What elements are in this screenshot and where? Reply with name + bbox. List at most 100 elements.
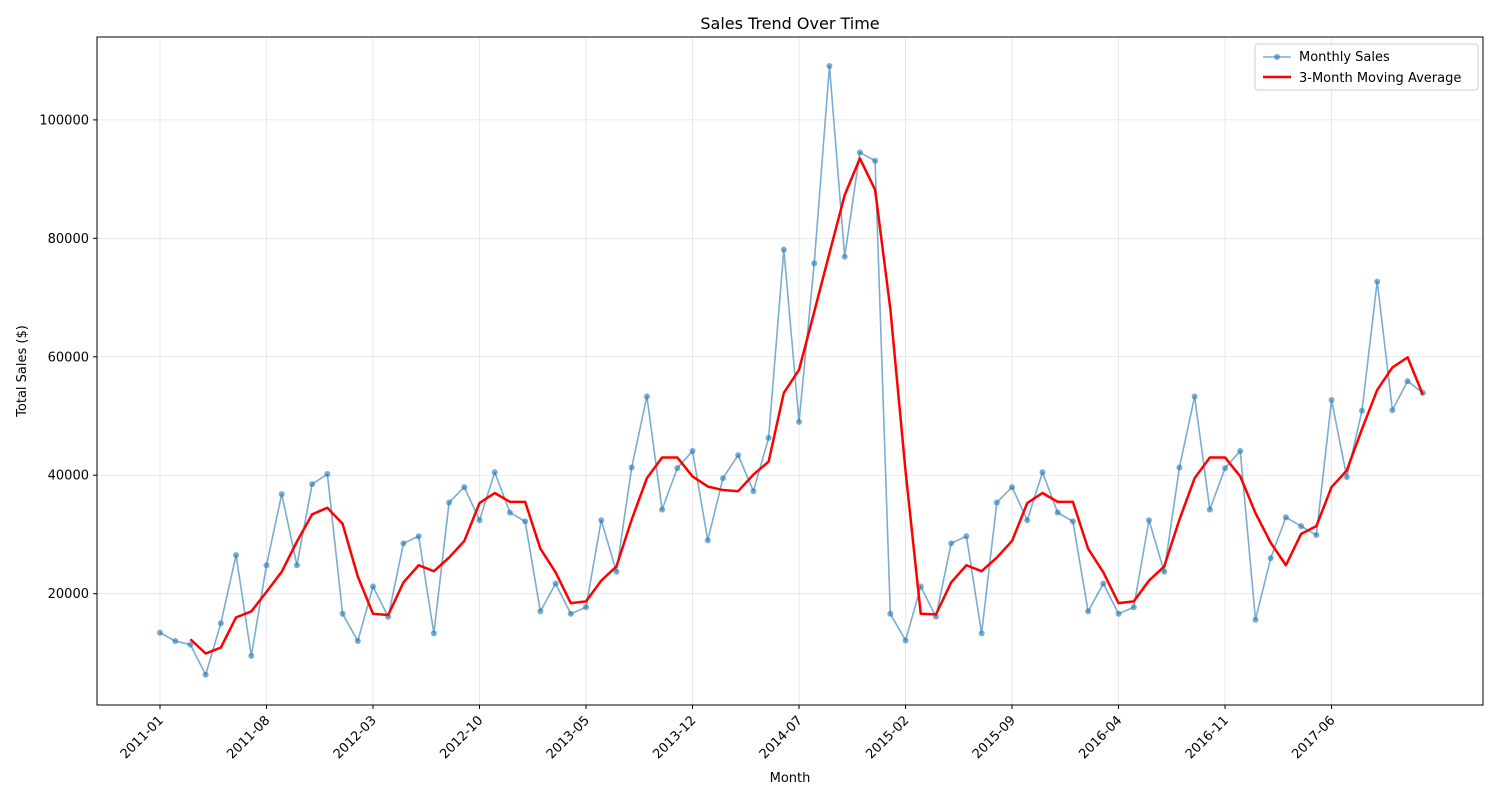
monthly-sales-point [324, 471, 331, 478]
moving-average-line [189, 157, 1425, 655]
monthly-sales-point [1145, 517, 1152, 524]
monthly-sales-point [537, 608, 544, 615]
monthly-sales-point [522, 518, 529, 525]
monthly-sales-point [628, 464, 635, 471]
monthly-sales-point [187, 641, 194, 648]
monthly-sales-point [1161, 568, 1168, 575]
monthly-sales-point [1039, 469, 1046, 476]
monthly-sales-point [613, 568, 620, 575]
monthly-sales-point [1298, 523, 1305, 530]
monthly-sales-point [1374, 278, 1381, 285]
monthly-sales-point [1009, 484, 1016, 491]
monthly-sales-point [1054, 509, 1061, 516]
monthly-sales-point [583, 604, 590, 611]
y-tick-label: 80000 [48, 232, 89, 247]
y-tick-label: 60000 [48, 350, 89, 365]
legend-moving-average-label: 3-Month Moving Average [1299, 71, 1461, 86]
monthly-sales-point [567, 610, 574, 617]
monthly-sales-point [1206, 506, 1213, 513]
legend: Monthly Sales 3-Month Moving Average [1254, 43, 1479, 91]
monthly-sales-point [415, 533, 422, 540]
monthly-sales-point [430, 630, 437, 637]
monthly-sales-point [872, 157, 879, 164]
monthly-sales-point [856, 149, 863, 156]
monthly-sales-point [202, 671, 209, 678]
y-tick-label: 20000 [48, 587, 89, 602]
monthly-sales-point [1313, 532, 1320, 539]
monthly-sales-point [811, 260, 818, 267]
y-tick-label: 100000 [39, 113, 89, 128]
monthly-sales-point [993, 499, 1000, 506]
monthly-sales-point [1085, 608, 1092, 615]
monthly-sales-point [248, 652, 255, 659]
monthly-sales-point [552, 580, 559, 587]
monthly-sales-line [159, 65, 1424, 676]
monthly-sales-point [461, 484, 468, 491]
monthly-sales-point [948, 540, 955, 547]
legend-sales-label: Monthly Sales [1299, 50, 1390, 65]
monthly-sales-point [1100, 580, 1107, 587]
monthly-sales-point [796, 418, 803, 425]
monthly-sales-point [491, 469, 498, 476]
x-axis-label: Month [770, 771, 811, 786]
monthly-sales-point [978, 630, 985, 637]
monthly-sales-point [1069, 518, 1076, 525]
monthly-sales-point [598, 517, 605, 524]
monthly-sales-point [293, 562, 300, 569]
monthly-sales-point [217, 620, 224, 627]
monthly-sales-point [1358, 407, 1365, 414]
monthly-sales-point [476, 517, 483, 524]
monthly-sales-point [309, 481, 316, 488]
monthly-sales-point [1176, 464, 1183, 471]
monthly-sales-point [1282, 514, 1289, 521]
monthly-sales-point [339, 610, 346, 617]
monthly-sales-point [1328, 397, 1335, 404]
monthly-sales-point [1024, 517, 1031, 524]
monthly-sales-point [826, 63, 833, 70]
monthly-sales-point [689, 447, 696, 454]
y-axis-label: Total Sales ($) [15, 325, 30, 418]
monthly-sales-point [719, 475, 726, 482]
monthly-sales-point [370, 583, 377, 590]
monthly-sales-point [157, 629, 163, 636]
monthly-sales-point [278, 491, 285, 498]
chart-title: Sales Trend Over Time [700, 14, 879, 33]
monthly-sales-point [400, 540, 407, 547]
monthly-sales-point [887, 610, 894, 617]
legend-box [1254, 43, 1479, 91]
monthly-sales-point [1404, 378, 1411, 385]
monthly-sales-point [1343, 474, 1350, 481]
monthly-sales-point [233, 552, 240, 559]
monthly-sales-point [263, 562, 270, 569]
monthly-sales-point [765, 434, 772, 441]
monthly-sales-point [841, 253, 848, 260]
monthly-sales-point [1115, 610, 1122, 617]
monthly-sales-point [506, 509, 513, 516]
y-tick-label: 40000 [48, 469, 89, 484]
axes-frame [96, 36, 1484, 706]
monthly-sales-point [780, 246, 787, 253]
plot-series [157, 63, 1426, 678]
monthly-sales-point [643, 393, 650, 400]
monthly-sales-point [750, 488, 757, 495]
monthly-sales-point [1267, 555, 1274, 562]
monthly-sales-point [172, 638, 179, 645]
monthly-sales-point [1130, 604, 1137, 611]
monthly-sales-point [354, 638, 361, 645]
monthly-sales-point [659, 506, 666, 513]
grid-lines [97, 37, 1483, 705]
monthly-sales-point [963, 533, 970, 540]
monthly-sales-point [704, 537, 711, 544]
monthly-sales-point [674, 465, 681, 472]
legend-sales-marker [1274, 54, 1280, 60]
monthly-sales-point [446, 499, 453, 506]
monthly-sales-point [1237, 447, 1244, 454]
monthly-sales-point [1389, 407, 1396, 414]
monthly-sales-point [1252, 616, 1259, 623]
monthly-sales-point [735, 452, 742, 459]
monthly-sales-point [1222, 465, 1229, 472]
monthly-sales-point [1191, 393, 1198, 400]
monthly-sales-point [902, 637, 909, 644]
